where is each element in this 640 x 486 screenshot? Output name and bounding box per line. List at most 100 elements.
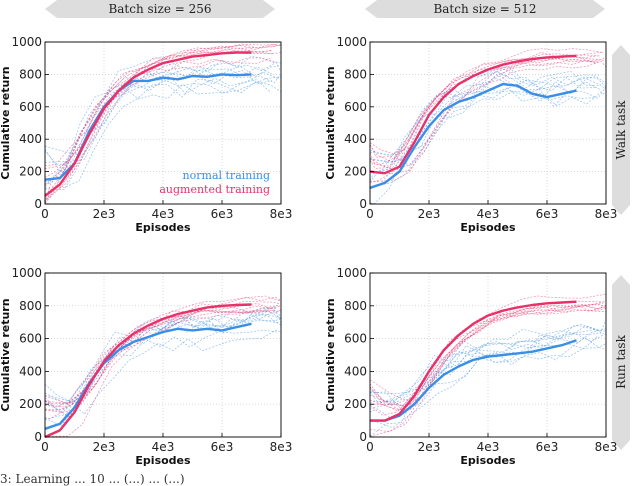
y-tick-label: 200 <box>344 397 367 411</box>
y-tick-label: 1000 <box>336 266 367 280</box>
normal-mean-line <box>370 339 577 422</box>
normal-run-line <box>44 329 282 415</box>
x-tick-label: 4e3 <box>152 440 175 454</box>
x-axis-label: Episodes <box>135 454 191 467</box>
legend-augmented-training: augmented training <box>159 183 270 196</box>
augmented-run-line <box>369 301 604 416</box>
y-tick-label: 600 <box>344 100 367 114</box>
augmented-run-line <box>44 310 282 413</box>
normal-mean-line <box>369 82 577 189</box>
augmented-run-line <box>44 49 282 195</box>
normal-run-line <box>369 76 607 156</box>
normal-runs <box>369 65 607 204</box>
y-tick-label: 800 <box>19 67 42 81</box>
panel-walk-256: 0 2e3 4e3 6e3 8e3 0 200 400 600 800 1000 Episodes Cu… <box>0 35 292 234</box>
x-axis-label: Episodes <box>460 221 516 234</box>
column-banner-left <box>45 0 275 18</box>
y-tick-label: 0 <box>34 197 42 211</box>
augmented-run-line <box>369 48 602 165</box>
augmented-mean-line <box>44 51 252 197</box>
legend-normal-training: normal training <box>183 169 270 182</box>
y-tick-label: 200 <box>344 165 367 179</box>
augmented-run-line <box>369 307 607 433</box>
y-tick-label: 400 <box>19 132 42 146</box>
augmented-run-line <box>369 293 607 406</box>
y-tick-label: 400 <box>19 364 42 378</box>
normal-run-line <box>44 70 273 184</box>
augmented-run-line <box>44 57 273 186</box>
normal-run-line <box>369 326 599 403</box>
augmented-run-line <box>369 58 597 169</box>
row-header-run-task: Run task <box>614 334 628 388</box>
x-tick-label: 8e3 <box>270 207 293 221</box>
augmented-run-line <box>369 305 607 401</box>
augmented-runs <box>44 295 282 437</box>
normal-run-line <box>369 337 607 429</box>
x-tick-label: 6e3 <box>536 440 559 454</box>
normal-run-line <box>369 90 607 166</box>
y-axis-label: Cumulative return <box>0 66 12 179</box>
normal-run-line <box>44 76 282 173</box>
row-banner-run <box>612 275 630 450</box>
x-tick-label: 8e3 <box>595 440 618 454</box>
x-tick-label: 0 <box>366 440 374 454</box>
x-tick-label: 2e3 <box>93 440 116 454</box>
column-header-batch-256: Batch size = 256 <box>108 2 211 16</box>
augmented-run-line <box>369 58 597 167</box>
augmented-run-line <box>44 296 282 405</box>
y-tick-label: 600 <box>19 332 42 346</box>
normal-run-line <box>369 78 607 163</box>
x-tick-label: 2e3 <box>418 440 441 454</box>
panel-run-256: 0 2e3 4e3 6e3 8e3 0 200 400 600 800 1000 Episodes Cu… <box>0 266 292 467</box>
normal-run-line <box>44 66 273 202</box>
normal-run-line <box>44 55 281 187</box>
x-tick-label: 0 <box>41 440 49 454</box>
augmented-run-line <box>44 305 272 420</box>
augmented-mean-line <box>369 54 577 175</box>
y-tick-label: 600 <box>19 100 42 114</box>
normal-runs <box>369 319 607 437</box>
augmented-run-line <box>369 305 606 411</box>
y-tick-label: 0 <box>359 197 367 211</box>
x-tick-label: 2e3 <box>93 207 116 221</box>
y-axis-label: Cumulative return <box>324 298 337 411</box>
augmented-run-line <box>44 309 275 405</box>
y-tick-label: 1000 <box>11 35 42 49</box>
augmented-mean-line <box>370 300 577 422</box>
augmented-run-line <box>44 48 272 203</box>
normal-run-line <box>369 70 601 174</box>
normal-mean-line <box>44 322 252 430</box>
normal-run-line <box>44 62 282 163</box>
augmented-run-line <box>369 51 603 156</box>
augmented-runs <box>369 293 607 437</box>
panel-walk-512: 0 2e3 4e3 6e3 8e3 0 200 400 600 800 1000 Episodes Cu… <box>324 35 617 234</box>
augmented-run-line <box>369 303 607 407</box>
y-axis-label: Cumulative return <box>0 298 12 411</box>
augmented-run-line <box>44 50 274 204</box>
augmented-mean-line <box>44 303 252 439</box>
column-header-batch-512: Batch size = 512 <box>433 2 536 16</box>
y-tick-label: 600 <box>344 332 367 346</box>
normal-run-line <box>369 86 607 188</box>
normal-run-line <box>369 328 607 409</box>
y-tick-label: 200 <box>19 165 42 179</box>
augmented-run-line <box>369 306 605 412</box>
augmented-run-line <box>369 300 607 411</box>
y-tick-label: 800 <box>19 299 42 313</box>
x-tick-label: 6e3 <box>211 207 234 221</box>
normal-run-line <box>369 330 606 402</box>
normal-run-line <box>369 319 607 409</box>
x-tick-label: 2e3 <box>418 207 441 221</box>
y-tick-label: 1000 <box>11 266 42 280</box>
y-tick-label: 1000 <box>336 35 367 49</box>
normal-run-line <box>369 71 599 183</box>
x-tick-label: 6e3 <box>211 440 234 454</box>
y-tick-label: 400 <box>344 132 367 146</box>
y-tick-label: 0 <box>34 430 42 444</box>
normal-run-line <box>369 343 607 409</box>
y-tick-label: 0 <box>359 430 367 444</box>
normal-run-line <box>369 329 607 437</box>
y-tick-label: 200 <box>19 397 42 411</box>
normal-run-line <box>44 79 272 183</box>
